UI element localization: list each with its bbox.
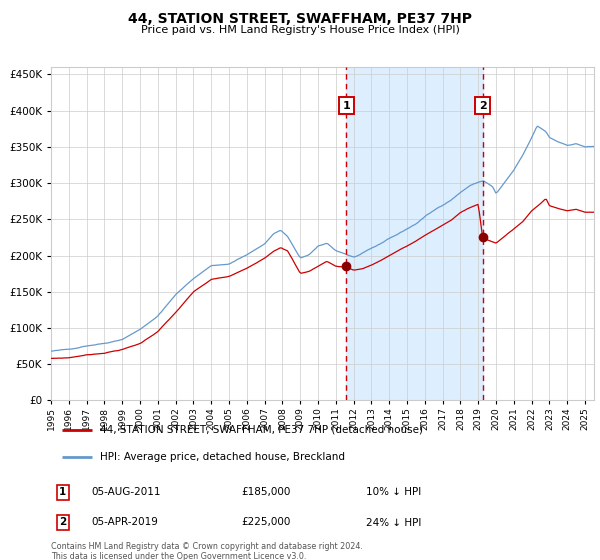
- Text: 44, STATION STREET, SWAFFHAM, PE37 7HP (detached house): 44, STATION STREET, SWAFFHAM, PE37 7HP (…: [100, 424, 423, 435]
- Text: 44, STATION STREET, SWAFFHAM, PE37 7HP: 44, STATION STREET, SWAFFHAM, PE37 7HP: [128, 12, 472, 26]
- Text: 10% ↓ HPI: 10% ↓ HPI: [366, 487, 421, 497]
- Text: 2: 2: [59, 517, 67, 528]
- Text: 24% ↓ HPI: 24% ↓ HPI: [366, 517, 421, 528]
- Text: 05-AUG-2011: 05-AUG-2011: [92, 487, 161, 497]
- Text: 1: 1: [59, 487, 67, 497]
- Text: £225,000: £225,000: [241, 517, 290, 528]
- Text: £185,000: £185,000: [241, 487, 290, 497]
- Text: 2: 2: [479, 100, 487, 110]
- Text: 05-APR-2019: 05-APR-2019: [92, 517, 158, 528]
- Bar: [346, 67, 483, 400]
- Text: 1: 1: [343, 100, 350, 110]
- Text: HPI: Average price, detached house, Breckland: HPI: Average price, detached house, Brec…: [100, 452, 345, 463]
- Text: Contains HM Land Registry data © Crown copyright and database right 2024.
This d: Contains HM Land Registry data © Crown c…: [51, 542, 363, 560]
- Text: Price paid vs. HM Land Registry's House Price Index (HPI): Price paid vs. HM Land Registry's House …: [140, 25, 460, 35]
